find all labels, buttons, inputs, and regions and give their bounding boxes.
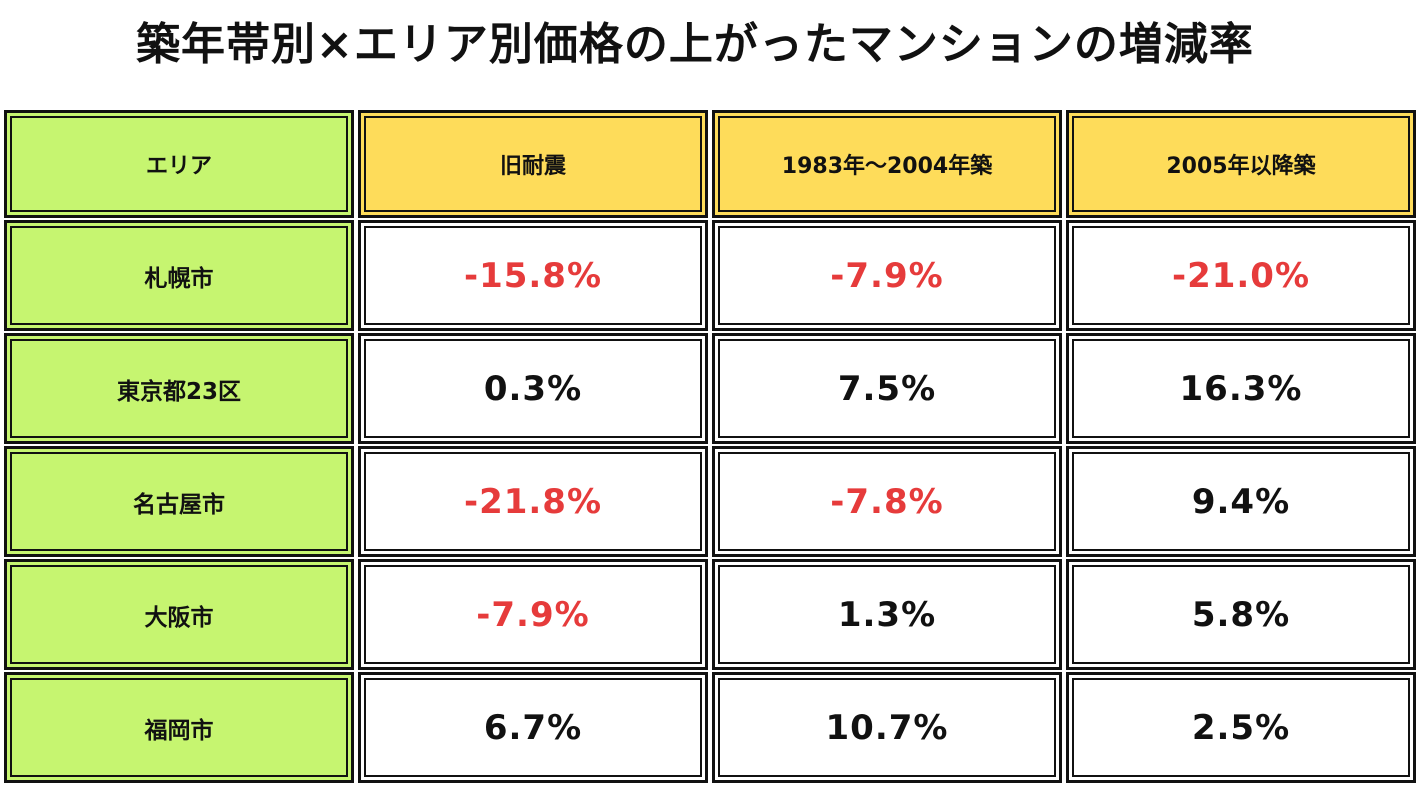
area-label: 札幌市 — [144, 265, 214, 292]
area-cell-sapporo: 札幌市 — [4, 220, 354, 331]
header-label-area: エリア — [145, 154, 212, 179]
table-cell: -7.9% — [358, 559, 708, 670]
header-label-old-standard: 旧耐震 — [499, 154, 566, 179]
table-cell: 9.4% — [1066, 446, 1416, 557]
data-label: -21.0% — [1171, 255, 1311, 296]
table-cell: 10.7% — [712, 672, 1062, 783]
table-cell: -7.9% — [712, 220, 1062, 331]
data-label: -7.8% — [830, 481, 944, 522]
data-label: 6.7% — [483, 707, 583, 748]
area-label: 東京都23区 — [116, 378, 241, 405]
table-cell: 6.7% — [358, 672, 708, 783]
header-cell-area: エリア — [4, 110, 354, 218]
data-label: 7.5% — [837, 368, 937, 409]
area-label: 大阪市 — [144, 604, 214, 631]
data-label: -7.9% — [830, 255, 944, 296]
page-title: 築年帯別×エリア別価格の上がったマンションの増減率 — [136, 19, 1254, 70]
data-label: -21.8% — [463, 481, 603, 522]
data-label: 9.4% — [1191, 481, 1291, 522]
data-label: 2.5% — [1191, 707, 1291, 748]
area-cell-tokyo: 東京都23区 — [4, 333, 354, 444]
header-cell-1983-2004: 1983年～2004年築 — [712, 110, 1062, 218]
data-label: -15.8% — [463, 255, 603, 296]
data-table: エリア 旧耐震 1983年～2004年築 2005年以降築 札幌市 -15.8%… — [4, 110, 1416, 785]
table-cell: 7.5% — [712, 333, 1062, 444]
table-cell: -7.8% — [712, 446, 1062, 557]
table-cell: 16.3% — [1066, 333, 1416, 444]
table-cell: 5.8% — [1066, 559, 1416, 670]
area-label: 福岡市 — [144, 717, 214, 744]
data-label: 16.3% — [1179, 368, 1303, 409]
header-label-2005-later: 2005年以降築 — [1166, 154, 1316, 179]
header-label-1983-2004: 1983年～2004年築 — [781, 154, 993, 179]
area-cell-fukuoka: 福岡市 — [4, 672, 354, 783]
table-cell: -15.8% — [358, 220, 708, 331]
header-cell-old-standard: 旧耐震 — [358, 110, 708, 218]
table-cell: -21.8% — [358, 446, 708, 557]
table-cell: 1.3% — [712, 559, 1062, 670]
table-cell: -21.0% — [1066, 220, 1416, 331]
header-cell-2005-later: 2005年以降築 — [1066, 110, 1416, 218]
table-cell: 2.5% — [1066, 672, 1416, 783]
data-label: 1.3% — [837, 594, 937, 635]
area-cell-nagoya: 名古屋市 — [4, 446, 354, 557]
data-label: 5.8% — [1191, 594, 1291, 635]
data-label: -7.9% — [476, 594, 590, 635]
data-label: 10.7% — [825, 707, 949, 748]
area-label: 名古屋市 — [133, 491, 225, 518]
data-label: 0.3% — [483, 368, 583, 409]
table-cell: 0.3% — [358, 333, 708, 444]
area-cell-osaka: 大阪市 — [4, 559, 354, 670]
